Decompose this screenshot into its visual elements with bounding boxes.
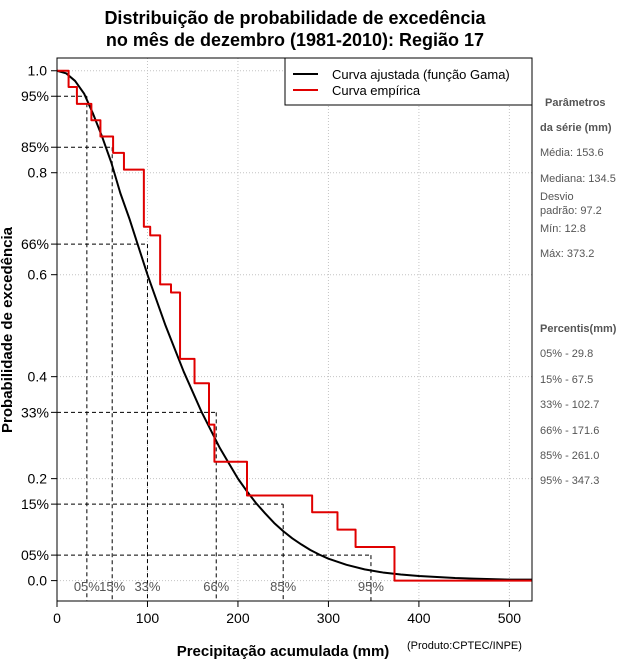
percentile-x-label-3: 66% — [203, 579, 229, 594]
param-mediana: Mediana: 134.5 — [540, 173, 616, 185]
percentil-15: 15% - 67.5 — [540, 374, 594, 386]
y-percent-label-5: 05% — [21, 547, 49, 563]
y-tick-label-0: 0.0 — [28, 573, 48, 589]
param-desvio-1: Desvio — [540, 191, 574, 203]
percentil-66: 66% - 171.6 — [540, 425, 600, 437]
percentile-x-label-0: 05% — [74, 579, 100, 594]
y-percent-label-4: 15% — [21, 496, 49, 512]
y-tick-label-4: 0.8 — [28, 165, 48, 181]
percentil-85: 85% - 261.0 — [540, 450, 600, 462]
x-tick-label-1: 100 — [136, 610, 160, 626]
percentile-x-label-2: 33% — [134, 579, 160, 594]
plot-frame — [56, 57, 533, 602]
y-percent-label-3: 33% — [21, 404, 49, 420]
percentil-95: 95% - 347.3 — [540, 475, 600, 487]
param-max: Máx: 373.2 — [540, 248, 595, 260]
chart-title-line-2: no mês de dezembro (1981-2010): Região 1… — [105, 30, 485, 50]
param-media: Média: 153.6 — [540, 147, 604, 159]
percentile-x-label-1: 15% — [99, 579, 125, 594]
empirical-curve — [57, 69, 532, 582]
percentile-x-label-4: 85% — [270, 579, 296, 594]
y-tick-label-1: 0.2 — [28, 471, 48, 487]
x-tick-label-0: 0 — [53, 610, 61, 626]
percentile-dashed-lines: 05% 15% 33% 66% 85% 95% — [57, 95, 384, 601]
fitted-gamma-curve — [56, 69, 532, 581]
y-percent-label-0: 95% — [21, 88, 49, 104]
y-axis-label: Probabilidade de excedência — [0, 226, 16, 433]
legend-label-empirical: Curva empírica — [332, 83, 421, 98]
x-tick-label-3: 300 — [317, 610, 341, 626]
x-tick-label-4: 400 — [407, 610, 431, 626]
legend: Curva ajustada (função Gama) Curva empír… — [284, 57, 533, 106]
percentis-header: Percentis(mm) — [540, 323, 617, 335]
percentile-x-label-5: 95% — [358, 579, 384, 594]
x-axis-label: Precipitação acumulada (mm) — [177, 643, 390, 660]
y-percent-label-1: 85% — [21, 139, 49, 155]
credit-text: (Produto:CPTEC/INPE) — [407, 640, 522, 652]
grid-lines — [56, 58, 532, 601]
y-tick-label-5: 1.0 — [28, 63, 48, 79]
percentil-05: 05% - 29.8 — [540, 348, 594, 360]
series-lines — [56, 69, 532, 582]
axes: 0 100 200 300 400 500 0.0 0.2 0.4 0.6 0.8 1.0 95% 85%… — [21, 63, 521, 626]
chart-title-line-1: Distribuição de probabilidade de excedên… — [104, 8, 486, 28]
params-header-2: da série (mm) — [540, 122, 612, 134]
legend-box — [284, 57, 533, 106]
percentil-33: 33% - 102.7 — [540, 399, 600, 411]
y-tick-label-3: 0.6 — [28, 267, 48, 283]
x-tick-label-2: 200 — [226, 610, 250, 626]
param-desvio-2: padrão: 97.2 — [540, 205, 602, 217]
params-header-1: Parâmetros — [545, 97, 606, 109]
legend-label-fitted: Curva ajustada (função Gama) — [332, 67, 510, 82]
x-tick-label-5: 500 — [498, 610, 522, 626]
y-tick-label-2: 0.4 — [28, 369, 48, 385]
y-percent-label-2: 66% — [21, 236, 49, 252]
param-min: Mín: 12.8 — [540, 223, 586, 235]
